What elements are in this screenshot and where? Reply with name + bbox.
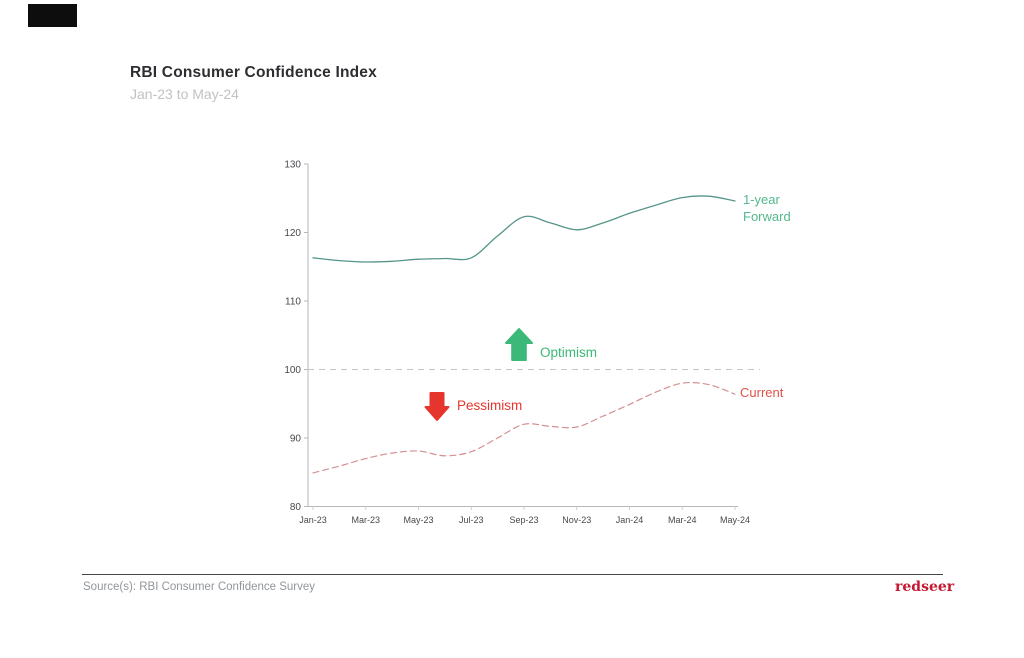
optimism-up-arrow-icon: [505, 328, 533, 361]
current-series-label: Current: [740, 385, 784, 400]
footer-divider: [82, 574, 943, 575]
x-tick-label: Nov-23: [562, 515, 591, 525]
x-tick-label: Mar-23: [351, 515, 380, 525]
series-line-forward: [312, 195, 736, 263]
x-tick-label: Jan-24: [616, 515, 644, 525]
optimism-label: Optimism: [540, 345, 597, 360]
y-tick-label: 80: [290, 502, 302, 513]
x-tick-label: Jul-23: [459, 515, 484, 525]
corner-tag: [28, 4, 77, 27]
forward-series-label: Forward: [743, 209, 791, 224]
x-tick-label: Jan-23: [299, 515, 327, 525]
y-tick-label: 130: [284, 160, 301, 171]
source-text: Source(s): RBI Consumer Confidence Surve…: [83, 581, 316, 593]
redseer-logo: redseer: [895, 579, 955, 595]
y-tick-label: 100: [284, 365, 301, 376]
page-subtitle: Jan-23 to May-24: [130, 86, 239, 102]
series-line-current: [312, 381, 736, 474]
y-tick-label: 120: [284, 228, 301, 239]
confidence-index-chart: 130 120 110 100 90 80 Jan-23 Mar-23 May-23 Jul-23…: [284, 160, 791, 526]
x-tick-label: Sep-23: [509, 515, 538, 525]
x-tick-label: May-23: [403, 515, 433, 525]
y-tick-label: 90: [290, 434, 302, 445]
pessimism-down-arrow-icon: [424, 392, 450, 421]
x-tick-label: Mar-24: [668, 515, 697, 525]
chart-header: RBI Consumer Confidence Index Jan-23 to …: [130, 64, 377, 102]
pessimism-label: Pessimism: [457, 398, 522, 413]
y-tick-label: 110: [285, 297, 301, 308]
x-tick-label: May-24: [720, 515, 750, 525]
page-title: RBI Consumer Confidence Index: [130, 64, 377, 81]
forward-series-label: 1-year: [743, 192, 781, 207]
